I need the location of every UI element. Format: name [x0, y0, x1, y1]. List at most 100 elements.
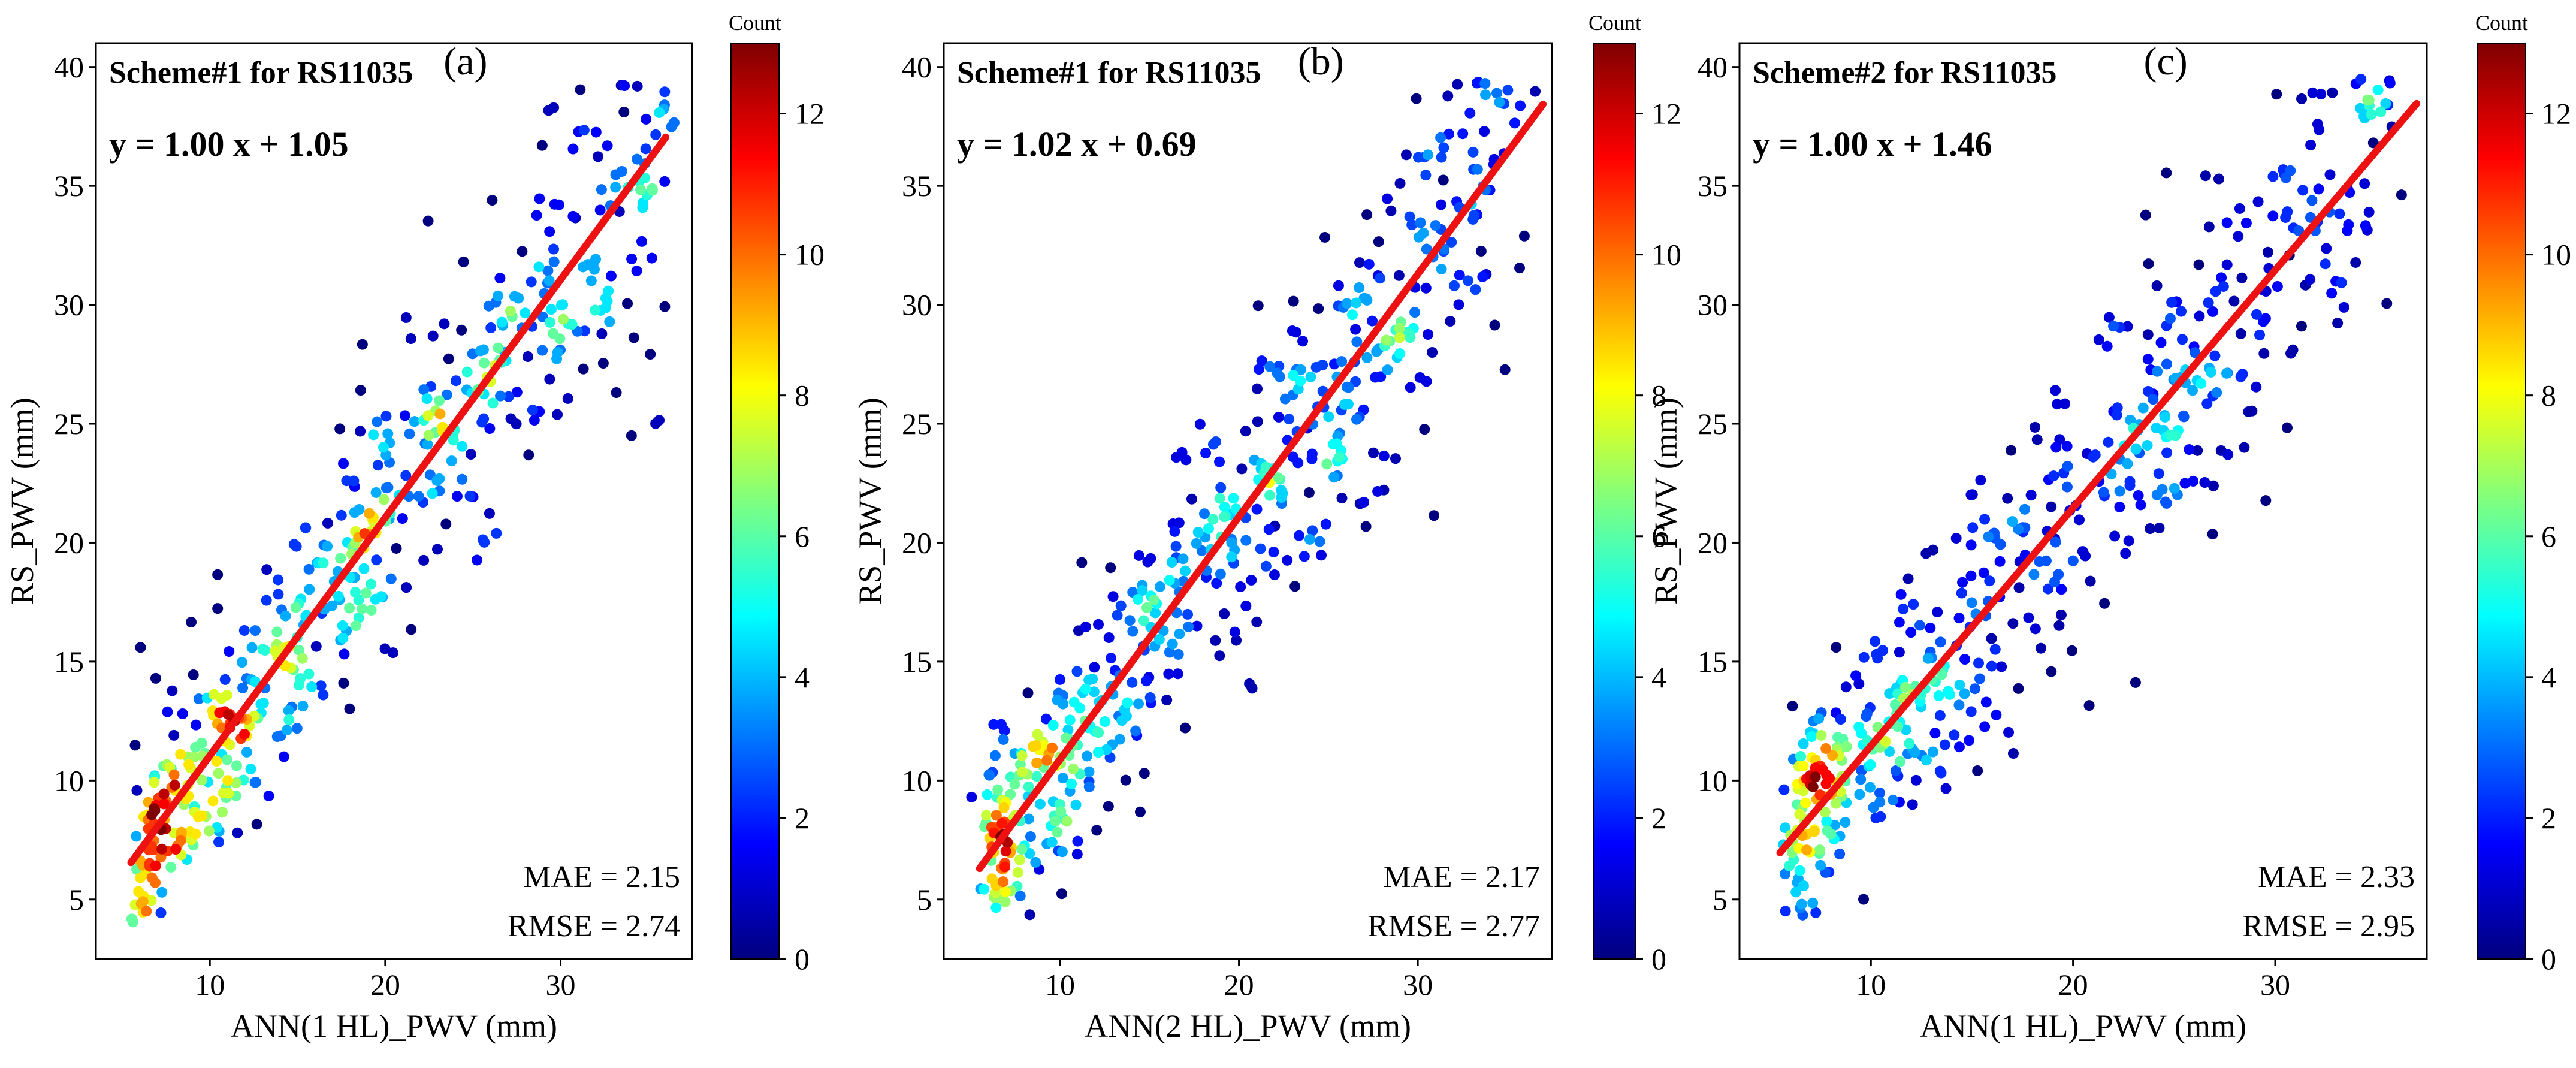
colorbar-tick-label: 0	[1651, 942, 1666, 976]
scatter-point	[1186, 493, 1197, 505]
scatter-point	[2151, 423, 2162, 434]
scatter-point	[1062, 724, 1074, 735]
scatter-point	[1894, 617, 1905, 628]
scatter-point	[236, 657, 247, 668]
y-tick-label: 20	[1698, 526, 1728, 559]
scatter-point	[1969, 683, 1980, 695]
scatter-point	[1343, 382, 1354, 393]
scatter-point	[2280, 172, 2291, 183]
scatter-point	[1884, 746, 1895, 757]
scatter-point	[1022, 687, 1034, 699]
scatter-point	[1138, 768, 1150, 779]
colorbar-ticks: 0 2 4 6 8 10 12	[779, 97, 825, 976]
scatter-point	[1393, 270, 1405, 281]
plot-frame	[95, 42, 693, 960]
colorbar-ticks: 0 2 4 6 8 10 12	[1636, 97, 1681, 976]
scatter-point	[2221, 367, 2233, 379]
scatter-point	[1070, 800, 1082, 811]
scatter-point	[2151, 280, 2163, 291]
scatter-point	[1932, 607, 1943, 618]
scatter-point	[175, 749, 186, 760]
scatter-point	[2142, 440, 2153, 451]
scatter-point	[207, 795, 219, 807]
scatter-point	[189, 752, 200, 763]
scatter-point	[413, 491, 424, 502]
scatter-point	[1282, 554, 1293, 566]
scatter-point	[1935, 636, 1946, 648]
scatter-point	[2112, 402, 2123, 414]
scatter-point	[1874, 797, 1886, 808]
scatter-point	[176, 826, 187, 838]
scatter-point	[1183, 621, 1194, 632]
y-tick-label: 35	[54, 169, 84, 203]
scatter-point	[1027, 741, 1038, 752]
scatter-point	[1150, 607, 1161, 619]
scatter-point	[1336, 493, 1348, 504]
scatter-point	[1056, 846, 1068, 858]
scatter-point	[2213, 173, 2224, 185]
scatter-point	[434, 395, 445, 406]
scatter-point	[1888, 794, 1899, 805]
scatter-point	[2297, 185, 2309, 196]
scatter-point	[1449, 280, 1460, 291]
scatter-point	[306, 681, 318, 693]
scatter-point	[2336, 277, 2347, 288]
scatter-point	[2362, 94, 2373, 105]
scatter-point	[1423, 329, 1434, 340]
scatter-point	[2360, 220, 2371, 231]
scatter-point	[1093, 619, 1104, 630]
scatter-point	[505, 305, 516, 316]
scatter-point	[250, 777, 262, 788]
scatter-point	[149, 777, 160, 788]
scatter-point	[1986, 660, 1997, 672]
scatter-point	[544, 316, 555, 328]
scatter-point	[1229, 626, 1240, 638]
scatter-point	[2184, 444, 2195, 455]
scatter-point	[536, 140, 548, 151]
scatter-point	[485, 322, 497, 333]
scatter-point	[1320, 518, 1331, 530]
scatter-point	[1435, 132, 1446, 143]
scatter-point	[1840, 681, 1852, 693]
scatter-point	[527, 404, 538, 415]
scatter-point	[2216, 272, 2227, 283]
scatter-point	[457, 441, 468, 452]
scatter-point	[2305, 140, 2317, 151]
scatter-point	[1210, 635, 1221, 646]
scatter-point	[1268, 546, 1279, 557]
scatter-point	[1219, 511, 1230, 523]
scatter-point	[979, 883, 990, 895]
scatter-point	[1180, 454, 1192, 466]
scatter-point	[2028, 569, 2040, 580]
scatter-point	[221, 754, 232, 765]
scatter-point	[353, 612, 364, 623]
scatter-point	[213, 837, 225, 848]
scatter-point	[1351, 414, 1363, 425]
colorbar-tick-label: 0	[795, 942, 810, 976]
scatter-point	[1430, 220, 1441, 231]
scatter-point	[986, 873, 998, 885]
scatter-point	[2157, 484, 2168, 495]
scatter-point	[2007, 748, 2019, 759]
scatter-point	[372, 460, 383, 471]
scatter-point	[1163, 668, 1174, 680]
scatter-point	[418, 554, 430, 566]
scatter-point	[1415, 217, 1426, 228]
scatter-point	[1137, 585, 1148, 596]
scatter-point	[1032, 729, 1043, 740]
scatter-point	[1161, 695, 1173, 706]
colorbar: 0 2 4 6 8 10 12 Count	[2475, 11, 2571, 976]
scatter-point	[1438, 174, 1449, 186]
scatter-point	[185, 826, 196, 837]
scatter-point	[341, 475, 352, 487]
scatter-point	[1251, 503, 1263, 515]
scatter-point	[990, 810, 1002, 821]
scatter-point	[1470, 284, 1481, 295]
scatter-point	[156, 843, 168, 855]
y-tick-label: 10	[1698, 764, 1728, 797]
scatter-point	[1796, 898, 1807, 910]
scatter-point	[1966, 597, 1977, 608]
scatter-point	[158, 798, 170, 810]
scatter-point	[280, 610, 291, 622]
scatter-point	[404, 428, 415, 439]
